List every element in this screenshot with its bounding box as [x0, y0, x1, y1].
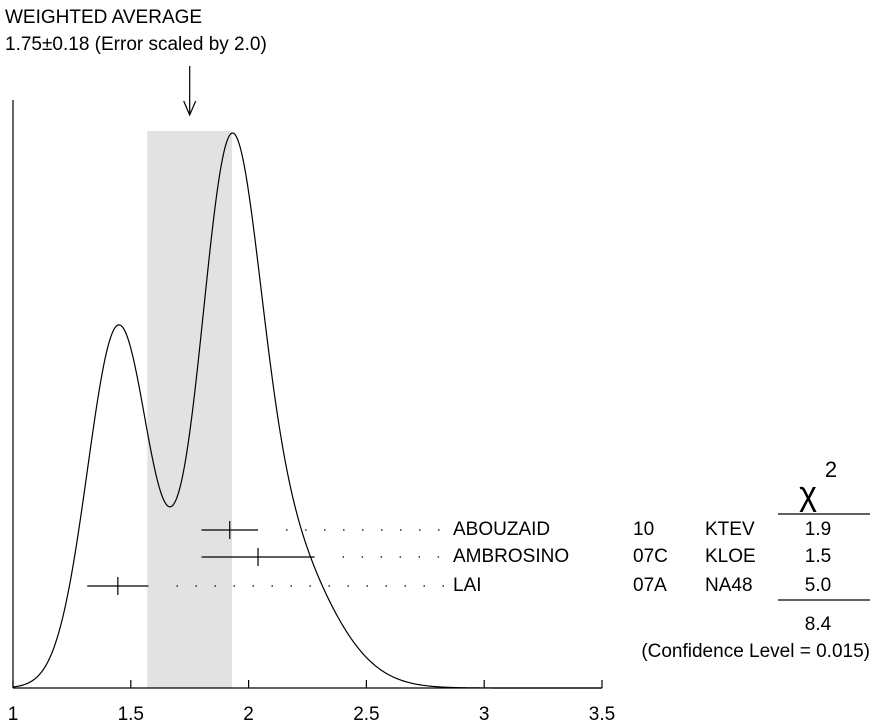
row-year: 07C: [633, 546, 668, 567]
ideogram-curve: [12, 132, 602, 689]
row-experiment: NA48: [705, 575, 753, 596]
average-arrow: [183, 66, 197, 117]
x-tick-label: 2: [243, 704, 254, 725]
x-tick-label: 1.5: [118, 704, 144, 725]
average-band: [147, 131, 233, 688]
row-year: 10: [633, 519, 654, 540]
chart-subtitle: 1.75±0.18 (Error scaled by 2.0): [5, 34, 267, 55]
row-experiment: KLOE: [705, 546, 756, 567]
row-year: 07A: [633, 575, 667, 596]
confidence-level: (Confidence Level = 0.015): [641, 641, 870, 662]
row-name: AMBROSINO: [453, 546, 569, 567]
row-chi2: 1.5: [805, 546, 831, 567]
row-chi2: 5.0: [805, 575, 831, 596]
chi2-power: 2: [825, 457, 837, 482]
x-tick-label: 1: [8, 704, 19, 725]
row-name: LAI: [453, 575, 482, 596]
x-tick-label: 3.5: [589, 704, 615, 725]
chi2-total: 8.4: [805, 614, 832, 635]
row-experiment: KTEV: [705, 519, 755, 540]
row-chi2: 1.9: [805, 519, 831, 540]
x-tick-label: 2.5: [353, 704, 379, 725]
chi2-symbol: χ: [799, 475, 817, 513]
row-name: ABOUZAID: [453, 519, 550, 540]
x-tick-label: 3: [479, 704, 490, 725]
chart-title: WEIGHTED AVERAGE: [5, 7, 202, 28]
